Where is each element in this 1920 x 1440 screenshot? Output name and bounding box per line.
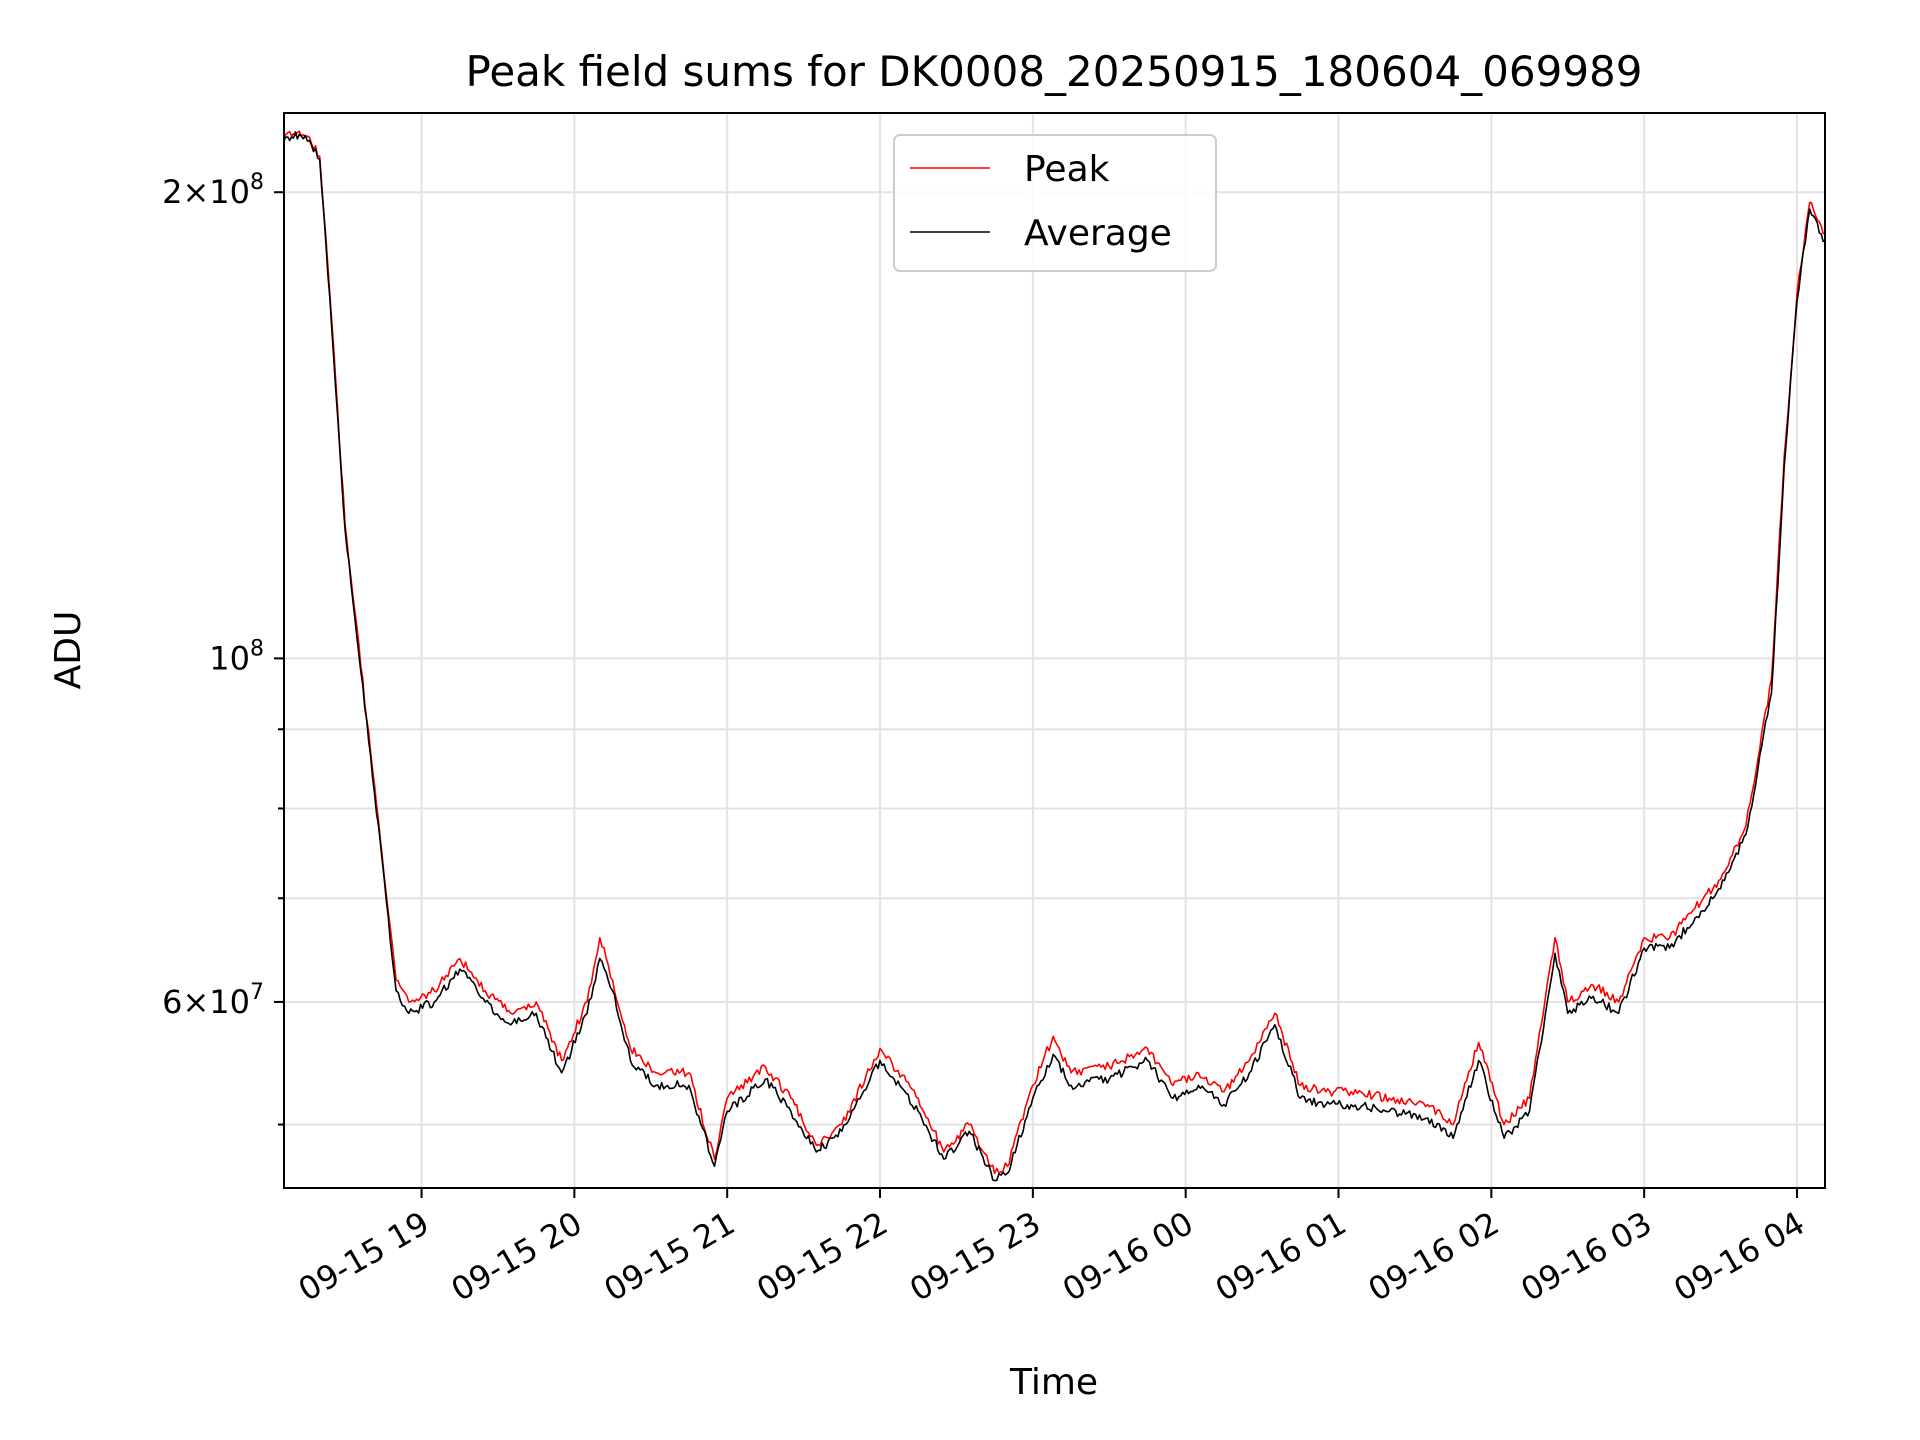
series-line-average	[283, 131, 1826, 1182]
legend-box	[893, 134, 1217, 272]
legend-label-average: Average	[1024, 213, 1172, 254]
series-line-peak	[283, 130, 1826, 1175]
series-layer	[283, 130, 1826, 1182]
y-tick-label: 6×107	[162, 980, 264, 1021]
chart-title: Peak field sums for DK0008_20250915_1806…	[465, 47, 1642, 96]
y-axis: 6×107 108 2×108	[162, 170, 284, 1126]
legend-label-peak: Peak	[1024, 149, 1110, 190]
legend: Peak Average	[893, 134, 1217, 272]
x-axis-label: Time	[1009, 1362, 1098, 1403]
y-tick-label: 2×108	[162, 170, 264, 211]
y-tick-label: 108	[209, 636, 264, 677]
plot-frame	[283, 112, 1826, 1189]
y-axis-label: ADU	[48, 611, 89, 690]
